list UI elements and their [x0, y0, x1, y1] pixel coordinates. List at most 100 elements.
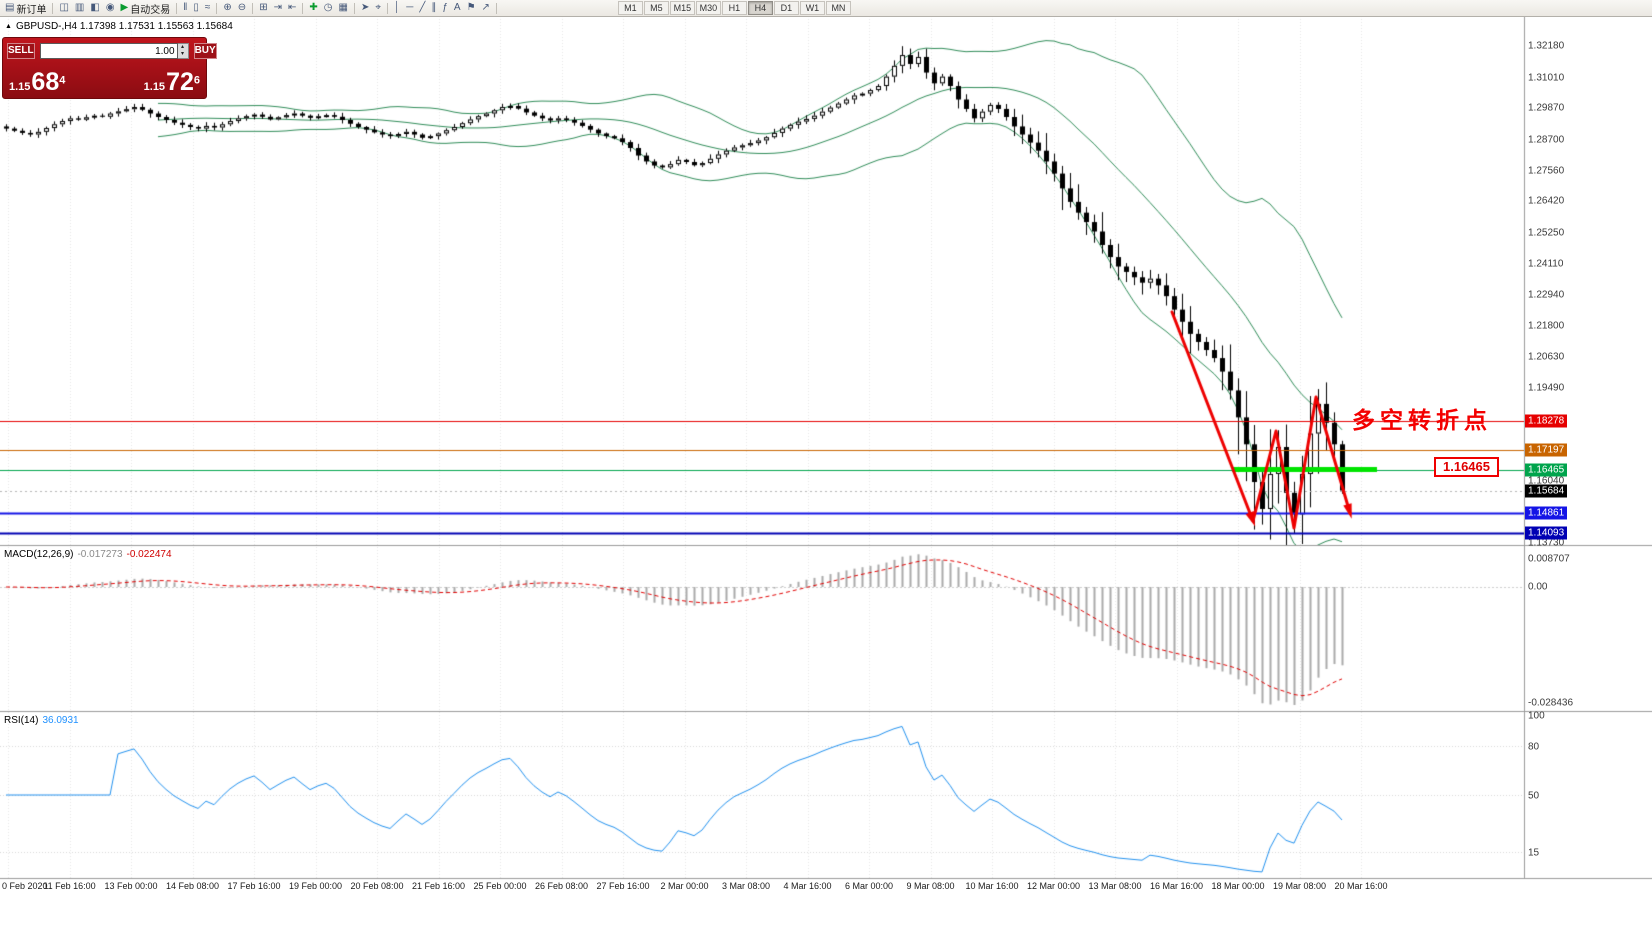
market-watch-icon: ◫ — [59, 2, 69, 13]
text-label-icon: ⚑ — [466, 2, 476, 13]
zoom-in-icon: ⊕ — [223, 2, 232, 13]
auto-trading-icon: ▶ — [120, 2, 129, 13]
indicators-button[interactable]: ✚ — [306, 1, 320, 16]
symbol-info: ▲ GBPUSD-,H4 1.17398 1.17531 1.15563 1.1… — [5, 21, 233, 32]
periods-button[interactable]: ◷ — [321, 1, 336, 16]
buy-price-prefix: 1.15 — [143, 81, 166, 93]
timeframe-mn-button[interactable]: MN — [825, 1, 851, 15]
zoom-out-button[interactable]: ⊖ — [235, 1, 249, 16]
tile-windows-icon: ⊞ — [259, 2, 268, 13]
volume-down-button[interactable]: ▾ — [181, 51, 185, 57]
one-click-trading-panel: SELL ▴ ▾ BUY 1.15684 1.15726 — [2, 37, 217, 99]
bar-chart-button[interactable]: ‖ — [180, 1, 190, 16]
equidistant-channel-button[interactable]: ∥ — [428, 1, 439, 16]
toolbar-buttons: ▤ 新订单 ◫ ▥ ◧ ◉ ▶ 自动交易 ‖ ▯ ≈ ⊕ ⊖ ⊞ ⇥ ⇤ ✚ ◷ ▦ ➤ ⌖ │ ─ ╱ ∥ ƒ A ⚑ ↗ — [2, 1, 500, 16]
buy-button[interactable]: BUY — [193, 43, 217, 59]
templates-icon: ▦ — [338, 2, 348, 13]
cursor-button[interactable]: ➤ — [358, 1, 372, 16]
volume-up-button[interactable]: ▴ — [181, 44, 185, 50]
zoom-in-button[interactable]: ⊕ — [220, 1, 234, 16]
sell-price[interactable]: 1.15684 — [9, 70, 65, 95]
cursor-icon: ➤ — [360, 2, 370, 13]
bar-chart-icon: ‖ — [183, 2, 188, 13]
timeframe-w1-button[interactable]: W1 — [799, 1, 825, 15]
toolbar: ▤ 新订单 ◫ ▥ ◧ ◉ ▶ 自动交易 ‖ ▯ ≈ ⊕ ⊖ ⊞ ⇥ ⇤ ✚ ◷ ▦ ➤ ⌖ │ ─ ╱ ∥ ƒ A ⚑ ↗ M1 M5 M… — [0, 0, 1652, 17]
timeframe-toolbar: M1 M5 M15 M30 H1 H4 D1 W1 MN — [617, 1, 852, 15]
toolbar-separator — [302, 2, 304, 14]
text-button[interactable]: A — [451, 1, 464, 16]
horizontal-line-icon: ─ — [406, 2, 414, 13]
toolbar-separator — [386, 2, 388, 14]
rsi-name: RSI(14) — [4, 715, 39, 726]
toolbar-separator — [353, 2, 355, 14]
rsi-indicator-label: RSI(14) 36.0931 — [4, 715, 79, 726]
arrow-objects-button[interactable]: ↗ — [479, 1, 493, 16]
line-chart-button[interactable]: ≈ — [202, 1, 214, 16]
tile-windows-button[interactable]: ⊞ — [256, 1, 270, 16]
terminal-button[interactable]: ◧ — [87, 1, 102, 16]
arrow-objects-icon: ↗ — [481, 2, 490, 13]
auto-scroll-icon: ⇥ — [273, 2, 282, 13]
buy-price[interactable]: 1.15726 — [144, 70, 200, 95]
macd-name: MACD(12,26,9) — [4, 549, 74, 560]
text-label-button[interactable]: ⚑ — [464, 1, 479, 16]
timeframe-m5-button[interactable]: M5 — [643, 1, 669, 15]
alerts-button[interactable]: ◉ — [103, 1, 118, 16]
market-watch-button[interactable]: ◫ — [56, 1, 71, 16]
symbol-collapse-icon[interactable]: ▲ — [5, 23, 12, 30]
timeframe-m1-button[interactable]: M1 — [617, 1, 643, 15]
navigator-icon: ▥ — [74, 2, 85, 13]
volume-field: ▴ ▾ — [39, 43, 189, 59]
sell-price-pip: 4 — [59, 74, 66, 87]
toolbar-separator — [252, 2, 254, 14]
sell-price-prefix: 1.15 — [9, 81, 31, 93]
turning-point-annotation[interactable]: 多空转折点 — [1352, 407, 1492, 433]
buy-price-pip: 6 — [193, 74, 200, 87]
fibonacci-icon: ƒ — [442, 2, 448, 13]
vertical-line-icon: │ — [393, 2, 401, 13]
periods-icon: ◷ — [323, 2, 333, 13]
chart-shift-button[interactable]: ⇤ — [285, 1, 299, 16]
trendline-button[interactable]: ╱ — [416, 1, 428, 16]
one-click-top-row: SELL ▴ ▾ BUY — [3, 38, 217, 61]
line-chart-icon: ≈ — [204, 2, 211, 13]
toolbar-separator — [52, 2, 54, 14]
one-click-prices: 1.15684 1.15726 — [3, 61, 206, 98]
indicators-icon: ✚ — [309, 2, 318, 13]
equidistant-channel-icon: ∥ — [431, 2, 437, 13]
auto-scroll-button[interactable]: ⇥ — [271, 1, 285, 16]
timeframe-h4-button[interactable]: H4 — [747, 1, 773, 15]
volume-input[interactable] — [39, 43, 178, 59]
crosshair-button[interactable]: ⌖ — [372, 1, 384, 16]
alerts-icon: ◉ — [105, 2, 115, 13]
fibonacci-button[interactable]: ƒ — [439, 1, 451, 16]
sell-price-main: 68 — [31, 68, 60, 96]
candlestick-chart-icon: ▯ — [193, 2, 199, 13]
macd-value-1: -0.017273 — [77, 549, 123, 560]
trendline-icon: ╱ — [419, 2, 426, 13]
timeframe-d1-button[interactable]: D1 — [773, 1, 799, 15]
toolbar-separator — [176, 2, 178, 14]
chart-shift-icon: ⇤ — [287, 2, 297, 13]
candlestick-chart-button[interactable]: ▯ — [190, 1, 202, 16]
horizontal-line-button[interactable]: ─ — [403, 1, 416, 16]
terminal-icon: ◧ — [90, 2, 100, 13]
timeframe-m15-button[interactable]: M15 — [669, 1, 695, 15]
timeframe-h1-button[interactable]: H1 — [721, 1, 747, 15]
toolbar-separator — [216, 2, 218, 14]
buy-price-main: 72 — [166, 68, 194, 96]
new-order-button[interactable]: ▤ 新订单 — [2, 1, 49, 16]
navigator-button[interactable]: ▥ — [72, 1, 87, 16]
timeframe-m30-button[interactable]: M30 — [695, 1, 721, 15]
macd-indicator-label: MACD(12,26,9) -0.017273 -0.022474 — [4, 549, 172, 560]
templates-button[interactable]: ▦ — [335, 1, 350, 16]
auto-trading-button[interactable]: ▶ 自动交易 — [118, 1, 174, 16]
sell-button[interactable]: SELL — [7, 43, 35, 59]
volume-spinner: ▴ ▾ — [177, 43, 189, 59]
level-price-annotation[interactable]: 1.16465 — [1434, 457, 1499, 477]
vertical-line-button[interactable]: │ — [391, 1, 403, 16]
zoom-out-icon: ⊖ — [237, 2, 247, 13]
new-order-icon: ▤ — [5, 2, 15, 13]
